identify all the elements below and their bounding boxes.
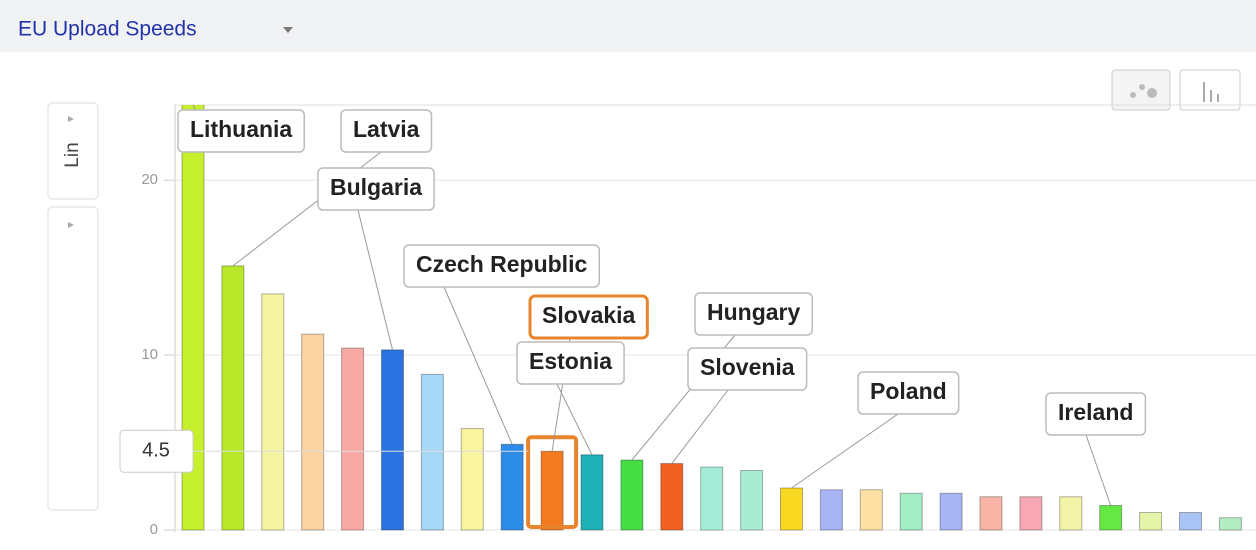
icon xyxy=(1139,84,1145,90)
category-label: Latvia xyxy=(353,116,420,142)
icon xyxy=(1203,82,1219,102)
label-link xyxy=(556,383,593,456)
bar xyxy=(859,489,883,531)
category-label: Czech Republic xyxy=(416,251,587,277)
label-box xyxy=(340,109,433,153)
label-box xyxy=(177,109,305,153)
side-panel[interactable] xyxy=(47,206,99,511)
label-box xyxy=(694,292,814,336)
scatter-view-button[interactable] xyxy=(1111,69,1171,111)
label-box xyxy=(403,244,601,288)
bar xyxy=(420,373,444,531)
bar xyxy=(979,496,1003,531)
bar xyxy=(1059,496,1083,531)
icon xyxy=(1130,92,1136,98)
y-tick-label: 0 xyxy=(150,521,158,538)
bar xyxy=(1179,512,1202,531)
bar xyxy=(899,492,923,531)
bar xyxy=(221,265,245,531)
chart-title[interactable]: EU Upload Speeds xyxy=(18,18,197,41)
label-box xyxy=(528,294,649,340)
category-label: Ireland xyxy=(1058,399,1133,425)
scale-arrow xyxy=(68,116,74,122)
label-link xyxy=(671,389,729,464)
y-tick-label: 10 xyxy=(141,346,158,363)
category-label: Bulgaria xyxy=(330,174,422,200)
bar xyxy=(1019,496,1043,531)
label-box xyxy=(516,341,625,385)
label-box xyxy=(857,371,960,415)
value-label-box xyxy=(119,429,194,473)
header-bar xyxy=(0,0,1256,52)
category-label: Lithuania xyxy=(190,116,292,142)
category-label: Slovakia xyxy=(542,302,636,328)
category-label: Hungary xyxy=(707,299,801,325)
bar xyxy=(580,454,604,531)
bar xyxy=(381,349,404,531)
scale-selector[interactable] xyxy=(47,102,99,200)
bar xyxy=(740,470,764,531)
bar xyxy=(500,443,524,531)
highlight-frame xyxy=(526,435,579,529)
title-dropdown[interactable] xyxy=(283,27,293,33)
category-label: Estonia xyxy=(529,348,612,374)
bar xyxy=(1139,512,1163,531)
bar xyxy=(540,450,564,531)
label-box xyxy=(317,167,435,211)
bar xyxy=(620,459,644,531)
category-label: Poland xyxy=(870,378,947,404)
bar xyxy=(301,333,325,531)
bar xyxy=(181,105,205,531)
category-label: Slovenia xyxy=(700,354,795,380)
bar xyxy=(939,492,963,531)
icon xyxy=(1147,88,1157,98)
bar xyxy=(660,463,684,531)
bar xyxy=(341,347,365,531)
label-link xyxy=(1085,434,1112,506)
label-box xyxy=(687,347,808,391)
label-link xyxy=(791,413,899,489)
value-label: 4.5 xyxy=(142,440,170,462)
bar xyxy=(1099,505,1123,531)
bar xyxy=(780,487,803,531)
bar xyxy=(261,293,285,531)
label-box xyxy=(1045,392,1147,436)
bar xyxy=(1218,517,1242,531)
label-link xyxy=(357,209,393,350)
bar xyxy=(819,489,843,531)
bar xyxy=(700,466,724,531)
panel-arrow xyxy=(68,222,74,228)
y-tick-label: 20 xyxy=(141,171,158,188)
label-link xyxy=(443,286,513,445)
scale-label: Lin xyxy=(62,142,83,167)
bar xyxy=(460,428,484,531)
